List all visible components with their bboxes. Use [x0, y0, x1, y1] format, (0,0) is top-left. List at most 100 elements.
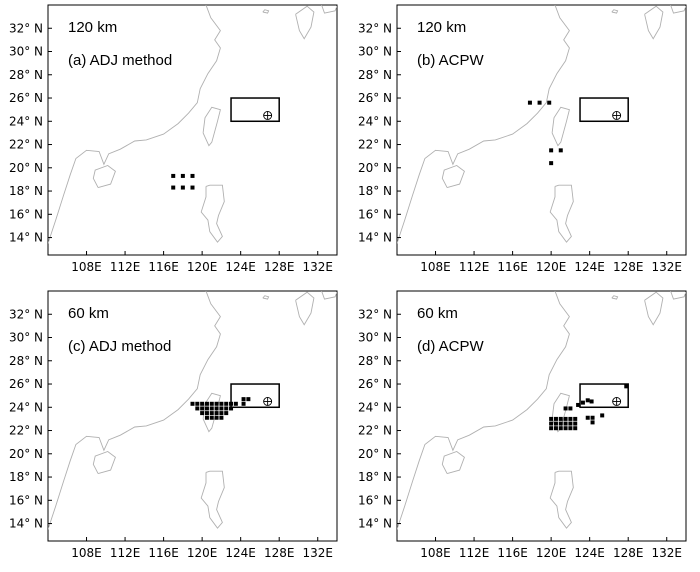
data-point	[200, 406, 205, 411]
data-point	[547, 100, 552, 105]
chart-panel-c: 14° N 16° N 18° N 20° N 22° N 24° N 26° N 28° N…	[9, 290, 338, 560]
data-point	[190, 185, 195, 190]
y-tick-label: 18° N	[358, 470, 392, 484]
x-tick-label: 108E	[71, 546, 102, 560]
panel-method-label: (b) ACPW	[417, 52, 485, 69]
data-point	[527, 100, 532, 105]
target-region-box	[579, 383, 629, 409]
data-point	[204, 415, 209, 420]
data-point	[204, 406, 209, 411]
coastline	[549, 184, 574, 243]
coastline	[262, 9, 270, 14]
x-tick-label: 116E	[148, 260, 179, 274]
y-tick-label: 30° N	[358, 45, 392, 59]
y-tick-label: 26° N	[9, 377, 43, 391]
y-tick-label: 30° N	[358, 331, 392, 345]
y-tick-label: 30° N	[9, 45, 43, 59]
chart-panel-d: 14° N 16° N 18° N 20° N 22° N 24° N 26° N 28° N…	[358, 290, 687, 560]
y-tick-label: 28° N	[358, 68, 392, 82]
coastline	[92, 164, 116, 189]
x-tick-label: 120E	[187, 260, 218, 274]
x-tick-label: 120E	[187, 546, 218, 560]
x-tick-label: 108E	[420, 260, 451, 274]
plot-frame	[396, 4, 687, 256]
x-tick-label: 124E	[225, 260, 256, 274]
x-tick-label: 124E	[574, 260, 605, 274]
data-point	[553, 421, 558, 426]
coastline	[551, 392, 570, 433]
data-point	[573, 426, 578, 431]
x-tick-label: 112E	[110, 260, 141, 274]
data-point	[537, 100, 542, 105]
y-tick-label: 20° N	[9, 447, 43, 461]
data-point	[209, 401, 214, 406]
y-tick-label: 14° N	[9, 231, 43, 245]
map-area	[48, 5, 337, 244]
data-point	[190, 401, 195, 406]
data-point	[573, 416, 578, 421]
x-tick-label: 128E	[613, 546, 644, 560]
y-tick-label: 16° N	[9, 207, 43, 221]
coastline	[262, 295, 270, 300]
data-point	[195, 406, 200, 411]
y-tick-label: 26° N	[358, 91, 392, 105]
data-point	[576, 402, 581, 407]
plot-frame	[47, 4, 338, 256]
x-tick-label: 132E	[302, 546, 333, 560]
target-region-box	[230, 383, 280, 409]
x-tick-label: 112E	[110, 546, 141, 560]
data-point	[563, 416, 568, 421]
x-tick-label: 116E	[497, 546, 528, 560]
y-tick-label: 18° N	[358, 184, 392, 198]
data-point	[553, 426, 558, 431]
x-tick-label: 124E	[225, 546, 256, 560]
panel-method-label: (c) ADJ method	[68, 338, 171, 355]
x-tick-label: 128E	[264, 546, 295, 560]
data-point	[563, 426, 568, 431]
x-tick-label: 128E	[264, 260, 295, 274]
data-point	[204, 411, 209, 416]
data-point	[558, 426, 563, 431]
data-point	[553, 416, 558, 421]
data-point	[568, 426, 573, 431]
data-point	[585, 398, 590, 403]
x-tick-label: 112E	[459, 546, 490, 560]
y-tick-label: 32° N	[358, 21, 392, 35]
coastline	[48, 291, 221, 530]
y-tick-label: 22° N	[9, 424, 43, 438]
coastline	[92, 450, 116, 475]
coastline	[644, 5, 664, 40]
y-tick-label: 16° N	[358, 207, 392, 221]
data-point	[624, 384, 629, 389]
map-area	[48, 291, 337, 530]
coastline	[611, 295, 619, 300]
data-point	[549, 421, 554, 426]
data-point	[568, 416, 573, 421]
y-tick-label: 24° N	[358, 114, 392, 128]
plot-frame	[396, 290, 687, 542]
data-point	[209, 415, 214, 420]
data-point	[590, 420, 595, 425]
data-point	[233, 401, 238, 406]
panel-resolution-label: 120 km	[417, 19, 466, 36]
data-point	[549, 416, 554, 421]
x-tick-label: 112E	[459, 260, 490, 274]
y-tick-label: 30° N	[9, 331, 43, 345]
y-tick-label: 18° N	[9, 184, 43, 198]
data-point	[219, 411, 224, 416]
data-point	[573, 421, 578, 426]
x-tick-label: 116E	[148, 546, 179, 560]
data-point	[204, 401, 209, 406]
data-point	[195, 401, 200, 406]
coastline	[670, 291, 686, 300]
data-point	[219, 406, 224, 411]
coastline	[441, 450, 465, 475]
x-tick-label: 124E	[574, 546, 605, 560]
data-point	[214, 401, 219, 406]
coastline	[321, 291, 337, 300]
plot-frame	[47, 290, 338, 542]
y-tick-label: 14° N	[358, 231, 392, 245]
data-point	[563, 406, 568, 411]
target-region-box	[579, 97, 629, 123]
x-tick-label: 132E	[651, 260, 682, 274]
